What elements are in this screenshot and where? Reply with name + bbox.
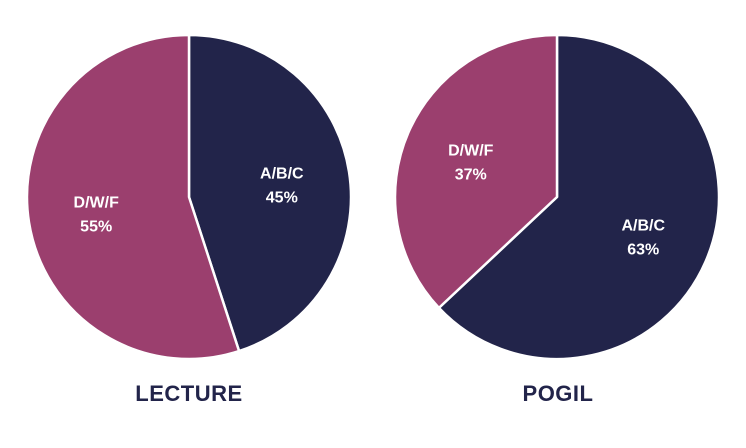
lecture-slice-abc-value-label: 45% (266, 189, 298, 206)
pogil-pie-chart: A/B/C 63% D/W/F 37% (393, 33, 721, 361)
lecture-chart-title: LECTURE (135, 381, 242, 406)
lecture-slice-dwf-category-label: D/W/F (74, 195, 120, 212)
lecture-slice-abc-category-label: A/B/C (260, 165, 304, 182)
pogil-chart-title: POGIL (523, 381, 594, 406)
pogil-slice-dwf-category-label: D/W/F (448, 143, 494, 160)
pogil-slice-dwf-value-label: 37% (455, 167, 487, 184)
lecture-pie-chart: A/B/C 45% D/W/F 55% (25, 33, 353, 361)
lecture-slice-dwf (25, 33, 241, 361)
pogil-slice-abc (437, 33, 721, 361)
lecture-slice-dwf-value-label: 55% (80, 219, 112, 236)
pogil-slice-abc-category-label: A/B/C (621, 217, 665, 234)
lecture-slice-abc (187, 33, 353, 353)
pogil-slice-abc-value-label: 63% (627, 241, 659, 258)
pogil-slice-dwf (393, 33, 559, 310)
